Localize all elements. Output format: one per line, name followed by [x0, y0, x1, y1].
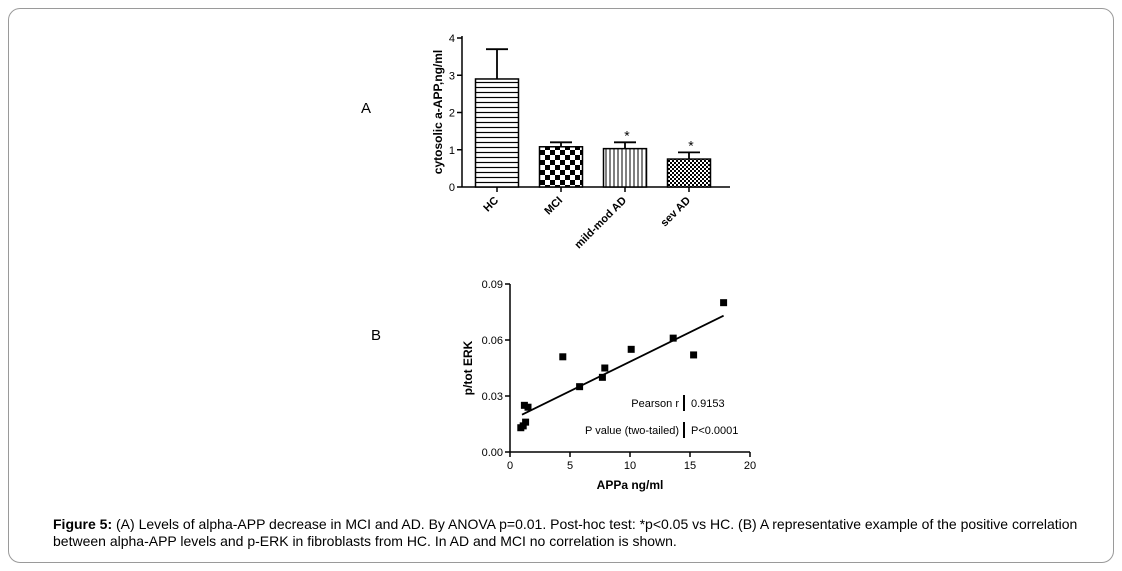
- chart-b-xlabel: APPa ng/ml: [597, 478, 664, 492]
- chart-b-point: [669, 334, 677, 342]
- chart-b-point: [520, 401, 528, 409]
- figure-frame: [8, 8, 1114, 563]
- chart-a-y-tick-label: 4: [449, 33, 455, 45]
- chart-b-point: [519, 422, 527, 430]
- chart-b-point: [524, 403, 532, 411]
- chart-b-point: [598, 373, 606, 381]
- chart-b-stat-label: Pearson r: [631, 398, 679, 410]
- chart-b-x-tick-label: 20: [744, 460, 756, 472]
- chart-b-x-tick-label: 5: [567, 460, 573, 472]
- caption-title: Figure 5:: [53, 516, 113, 532]
- chart-a-y-tick-label: 0: [449, 182, 455, 194]
- chart-b-stat-label: P value (two-tailed): [585, 425, 679, 437]
- chart-a-y-tick-label: 2: [449, 108, 455, 120]
- chart-b-x-tick-label: 15: [684, 460, 696, 472]
- chart-a-y-tick-label: 3: [449, 70, 455, 82]
- chart-b-x-tick-label: 0: [507, 460, 513, 472]
- chart-b-x-tick-label: 10: [624, 460, 636, 472]
- caption-text: (A) Levels of alpha-APP decrease in MCI …: [53, 516, 1078, 549]
- chart-b-fit-line: [521, 314, 724, 416]
- chart-b-ylabel: p/tot ERK: [461, 340, 475, 395]
- chart-b-y-tick-label: 0.00: [482, 447, 503, 459]
- chart-a-significance-mark: *: [688, 137, 694, 153]
- chart-b-stat-value: 0.9153: [691, 398, 725, 410]
- chart-b-point: [522, 418, 530, 426]
- chart-a-bar: [538, 146, 584, 188]
- chart-b-point: [576, 383, 584, 391]
- chart-b-stat-value: P<0.0001: [691, 425, 738, 437]
- chart-a-y-tick-label: 1: [449, 145, 455, 157]
- chart-a-significance-mark: *: [624, 127, 630, 143]
- chart-b-y-tick-label: 0.03: [482, 391, 503, 403]
- chart-a-bar: [474, 78, 520, 188]
- chart-a-ylabel: cytosolic a-APP,ng/ml: [431, 50, 445, 174]
- chart-a-bar: [666, 158, 712, 188]
- figure-caption: Figure 5: (A) Levels of alpha-APP decrea…: [53, 516, 1083, 550]
- panel-a-label: A: [361, 100, 372, 117]
- chart-b-point: [601, 364, 609, 372]
- chart-b-y-tick-label: 0.06: [482, 335, 503, 347]
- panel-b-label: B: [371, 327, 382, 344]
- chart-b-point: [720, 299, 728, 307]
- chart-b-point: [627, 345, 635, 353]
- chart-b-point: [690, 351, 698, 359]
- chart-b-point: [559, 353, 567, 361]
- chart-b-y-tick-label: 0.09: [482, 279, 503, 291]
